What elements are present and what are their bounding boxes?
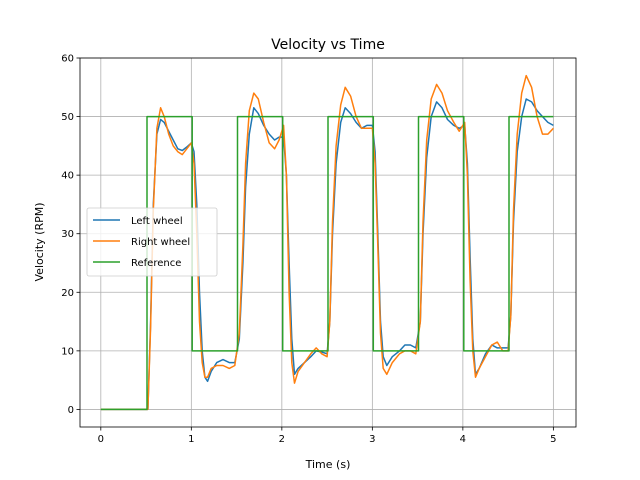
y-tick-label: 0 xyxy=(68,405,74,416)
y-tick-label: 30 xyxy=(61,229,74,240)
x-tick-label: 3 xyxy=(369,434,375,445)
legend-label-1: Right wheel xyxy=(131,237,190,248)
y-axis-label: Velocity (RPM) xyxy=(33,203,46,282)
chart-title: Velocity vs Time xyxy=(271,37,385,53)
y-tick-label: 10 xyxy=(61,346,74,357)
x-tick-label: 5 xyxy=(550,434,556,445)
x-axis-label: Time (s) xyxy=(305,458,351,471)
series-layer xyxy=(100,74,554,411)
series-line-2 xyxy=(100,115,554,411)
x-tick-label: 0 xyxy=(98,434,104,445)
y-tick-label: 20 xyxy=(61,288,74,299)
x-tick-label: 2 xyxy=(279,434,285,445)
series-line-1 xyxy=(100,74,554,411)
legend-box xyxy=(86,207,218,277)
x-tick-label: 4 xyxy=(460,434,466,445)
y-tick-label: 40 xyxy=(61,171,74,182)
legend-label-2: Reference xyxy=(131,258,181,269)
legend: Left wheel Right wheel Reference xyxy=(86,207,218,277)
x-tick-label: 1 xyxy=(188,434,194,445)
plot-frame xyxy=(79,57,577,428)
y-tick-label: 50 xyxy=(61,112,74,123)
y-tick-label: 60 xyxy=(61,54,74,65)
legend-label-0: Left wheel xyxy=(131,216,183,227)
